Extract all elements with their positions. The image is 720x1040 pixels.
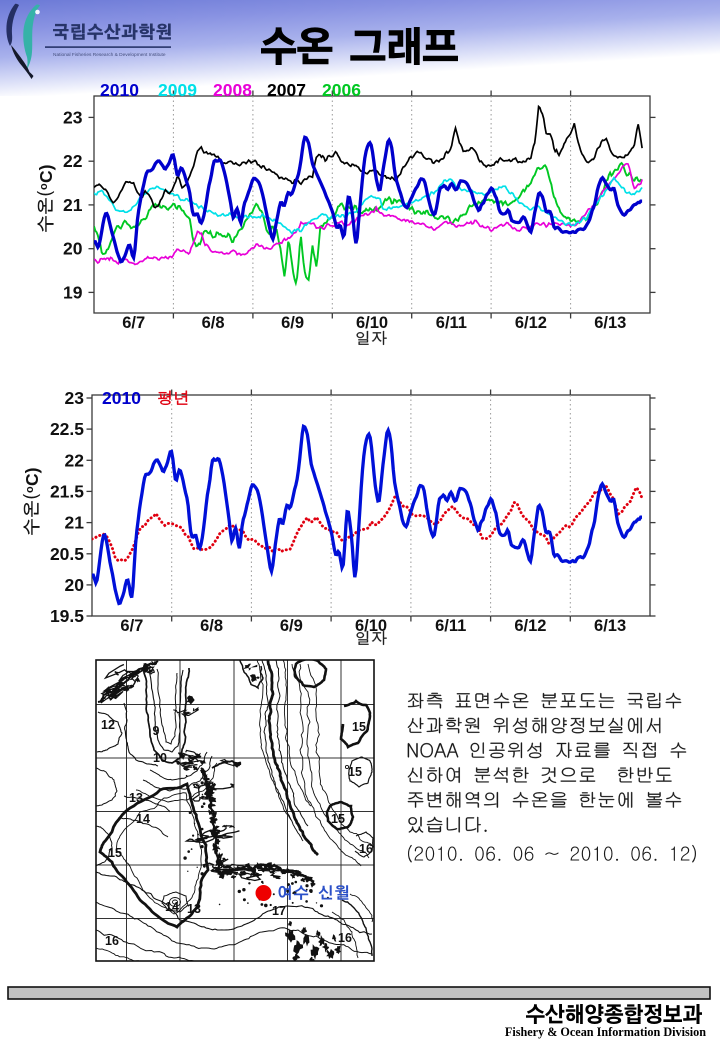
svg-text:16: 16 (105, 934, 119, 948)
svg-text:14: 14 (165, 900, 179, 914)
svg-text:6/8: 6/8 (202, 314, 225, 332)
svg-text:2010: 2010 (102, 388, 141, 408)
svg-text:20: 20 (63, 239, 83, 259)
svg-text:21: 21 (63, 195, 83, 215)
svg-text:2008: 2008 (213, 80, 252, 100)
svg-text:6/7: 6/7 (120, 617, 143, 635)
svg-text:13: 13 (187, 902, 201, 916)
svg-text:6/8: 6/8 (200, 617, 223, 635)
svg-text:16: 16 (359, 842, 373, 856)
svg-text:6/9: 6/9 (280, 617, 303, 635)
svg-text:15: 15 (108, 846, 122, 860)
svg-text:12: 12 (101, 718, 115, 732)
svg-text:20: 20 (65, 575, 85, 595)
svg-text:15: 15 (331, 812, 345, 826)
svg-text:6/13: 6/13 (594, 314, 626, 332)
svg-text:National Fisheries Research &: National Fisheries Research & Developmen… (53, 52, 166, 58)
svg-text:9: 9 (153, 724, 160, 738)
svg-text:23: 23 (63, 107, 83, 127)
svg-text:C): C) (36, 165, 56, 183)
svg-text:6/13: 6/13 (594, 617, 626, 635)
svg-text:13: 13 (129, 791, 143, 805)
svg-text:17: 17 (272, 904, 286, 918)
svg-text:21: 21 (65, 513, 85, 533)
svg-text:6/7: 6/7 (122, 314, 145, 332)
svg-text:6/11: 6/11 (436, 314, 467, 332)
svg-text:C): C) (22, 468, 42, 486)
svg-text:15: 15 (352, 720, 366, 734)
svg-text:o: o (24, 486, 36, 493)
svg-text:6/10: 6/10 (355, 617, 387, 635)
svg-text:Fishery & Ocean Information Di: Fishery & Ocean Information Division (505, 1025, 706, 1039)
svg-text:6/10: 6/10 (356, 314, 388, 332)
svg-text:22: 22 (65, 450, 85, 470)
svg-text:20.5: 20.5 (50, 544, 84, 564)
svg-text:6/11: 6/11 (435, 617, 466, 635)
svg-text:10: 10 (153, 751, 167, 765)
svg-text:21.5: 21.5 (50, 481, 84, 501)
svg-text:6/12: 6/12 (515, 314, 547, 332)
svg-text:2007: 2007 (267, 80, 306, 100)
svg-text:23: 23 (65, 388, 85, 408)
svg-text:2009: 2009 (158, 80, 197, 100)
svg-text:22: 22 (63, 151, 83, 171)
svg-text:22.5: 22.5 (50, 419, 84, 439)
svg-text:2006: 2006 (322, 80, 361, 100)
svg-text:6/12: 6/12 (514, 617, 546, 635)
svg-text:19.5: 19.5 (50, 606, 84, 626)
svg-text:16: 16 (338, 931, 352, 945)
svg-text:15: 15 (348, 765, 362, 779)
svg-text:o: o (38, 183, 50, 190)
svg-text:14: 14 (136, 812, 150, 826)
svg-text:19: 19 (63, 282, 83, 302)
svg-text:2010: 2010 (100, 80, 139, 100)
svg-text:6/9: 6/9 (281, 314, 304, 332)
